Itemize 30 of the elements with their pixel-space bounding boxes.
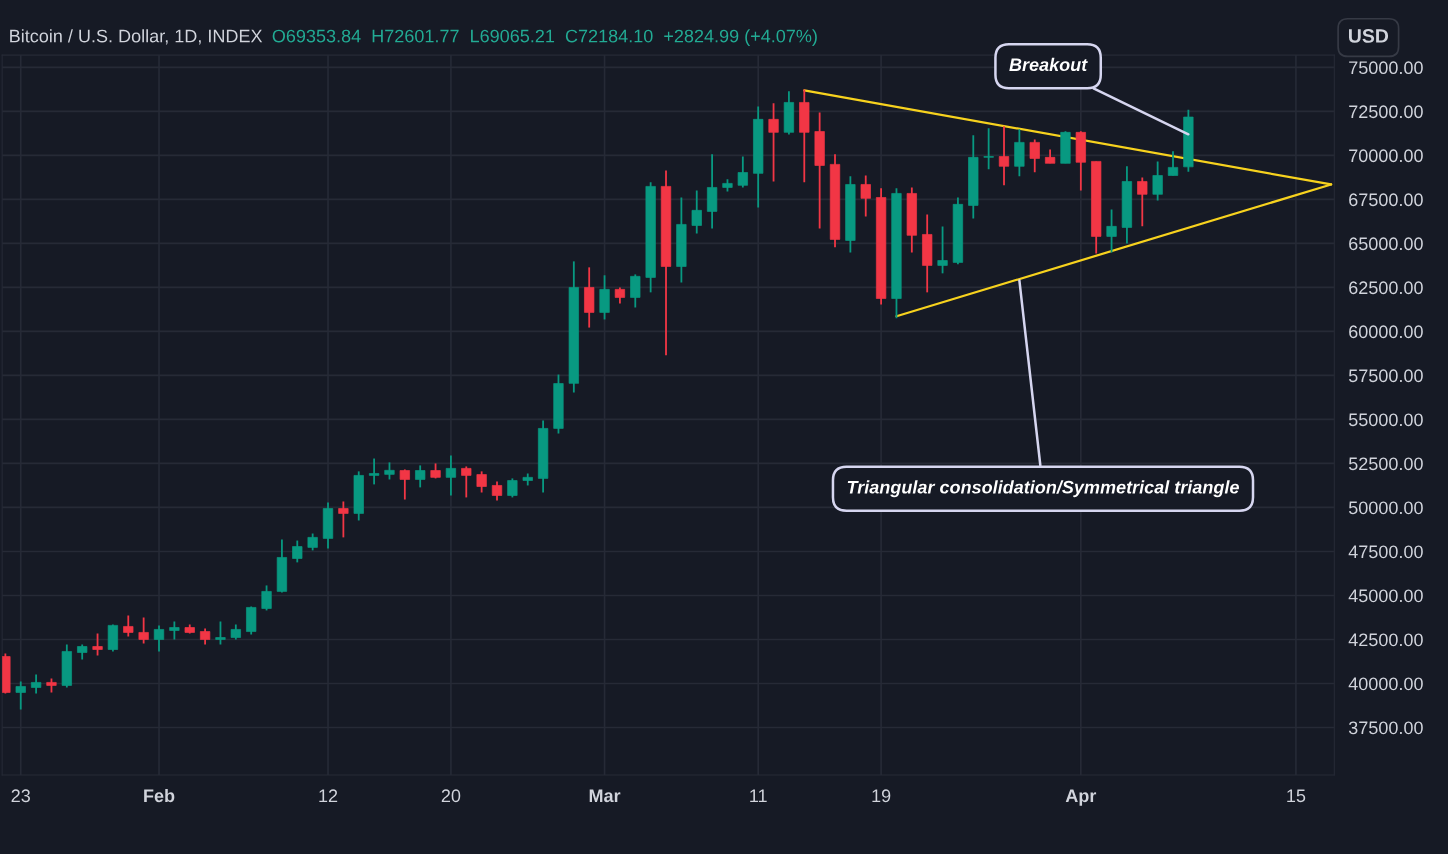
y-tick-label: 50000.00	[1348, 501, 1423, 515]
y-tick-label: 75000.00	[1349, 61, 1423, 75]
y-tick-label: 40000.00	[1348, 677, 1423, 691]
y-tick-label: 37500.00	[1348, 721, 1423, 735]
y-tick-label: 65000.00	[1349, 237, 1423, 251]
y-tick-label: 57500.00	[1348, 369, 1423, 383]
y-tick-label: 47500.00	[1348, 545, 1423, 559]
y-tick-label: 52500.00	[1348, 457, 1423, 471]
y-tick-label: 72500.00	[1349, 105, 1423, 119]
y-tick-label: 62500.00	[1349, 281, 1423, 295]
x-tick-label: 19	[872, 789, 891, 803]
chart-title: Bitcoin / U.S. Dollar, 1D, INDEX	[10, 29, 263, 45]
x-tick-label: 15	[1287, 789, 1306, 803]
y-tick-label: 67500.00	[1349, 193, 1423, 207]
x-tick-label: 20	[441, 789, 461, 803]
annotation: Breakout	[1009, 57, 1088, 72]
y-tick-label: 42500.00	[1348, 633, 1423, 647]
x-tick-label: Apr	[1065, 789, 1097, 806]
x-tick-label: 11	[750, 789, 767, 802]
x-tick-label: Feb	[144, 788, 175, 803]
text: USD	[1349, 29, 1389, 43]
y-tick-label: 45000.00	[1348, 589, 1423, 603]
y-tick-label: 70000.00	[1349, 149, 1423, 163]
x-tick-label: 23	[11, 789, 30, 803]
x-tick-label: 12	[319, 789, 338, 802]
x-tick-label: Mar	[589, 789, 621, 803]
y-tick-label: 60000.00	[1349, 325, 1423, 339]
y-tick-label: 55000.00	[1348, 413, 1423, 427]
annotation: Triangular consolidation/Symmetrical triangle	[847, 480, 1239, 498]
chart-subtitle: O69353.84 H72601.77 L69065.21 C72184.10 +2824.99 (+4.07%)	[272, 29, 817, 46]
